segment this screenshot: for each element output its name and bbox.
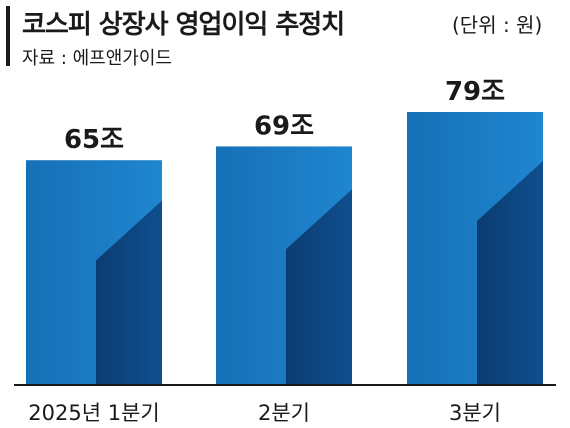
value-label-3: 79조	[445, 77, 505, 107]
value-label-1: 65조	[64, 125, 124, 155]
bar-2	[216, 146, 352, 384]
bar-1	[26, 160, 162, 384]
source-label: 자료 : 에프앤가이드	[22, 48, 172, 69]
bar-3	[407, 112, 543, 384]
category-label-3: 3분기	[449, 401, 501, 425]
category-label-1: 2025년 1분기	[28, 401, 159, 425]
value-label-2: 69조	[254, 111, 314, 141]
title-accent-bar	[6, 6, 10, 66]
unit-label: (단위 : 원)	[452, 13, 543, 37]
chart-title: 코스피 상장사 영업이익 추정치	[22, 10, 345, 40]
bar-shade	[477, 160, 543, 384]
category-label-2: 2분기	[258, 401, 310, 425]
bar-shade	[286, 189, 352, 384]
bar-shade	[96, 200, 162, 384]
